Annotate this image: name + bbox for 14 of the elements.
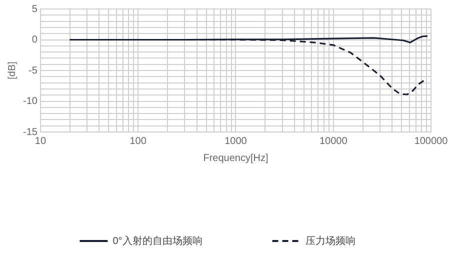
- x-tick-label: 1000: [224, 136, 248, 147]
- x-tick-label: 100: [130, 136, 147, 147]
- y-tick-label: 5: [32, 4, 38, 15]
- x-tick-label: 100000: [414, 136, 448, 147]
- y-tick-label: 0: [32, 34, 38, 46]
- x-tick-label: 10: [34, 136, 46, 147]
- y-axis-title: [dB]: [6, 61, 18, 80]
- legend-label: 压力场频响: [305, 234, 356, 247]
- x-axis-title: Frequency[Hz]: [203, 152, 268, 164]
- x-tick-label: 10000: [319, 136, 348, 147]
- y-tick-label: -15: [23, 126, 38, 138]
- legend-label: 0°入射的自由场频响: [112, 234, 202, 247]
- y-tick-label: -10: [23, 96, 38, 107]
- y-tick-label: -5: [28, 65, 38, 76]
